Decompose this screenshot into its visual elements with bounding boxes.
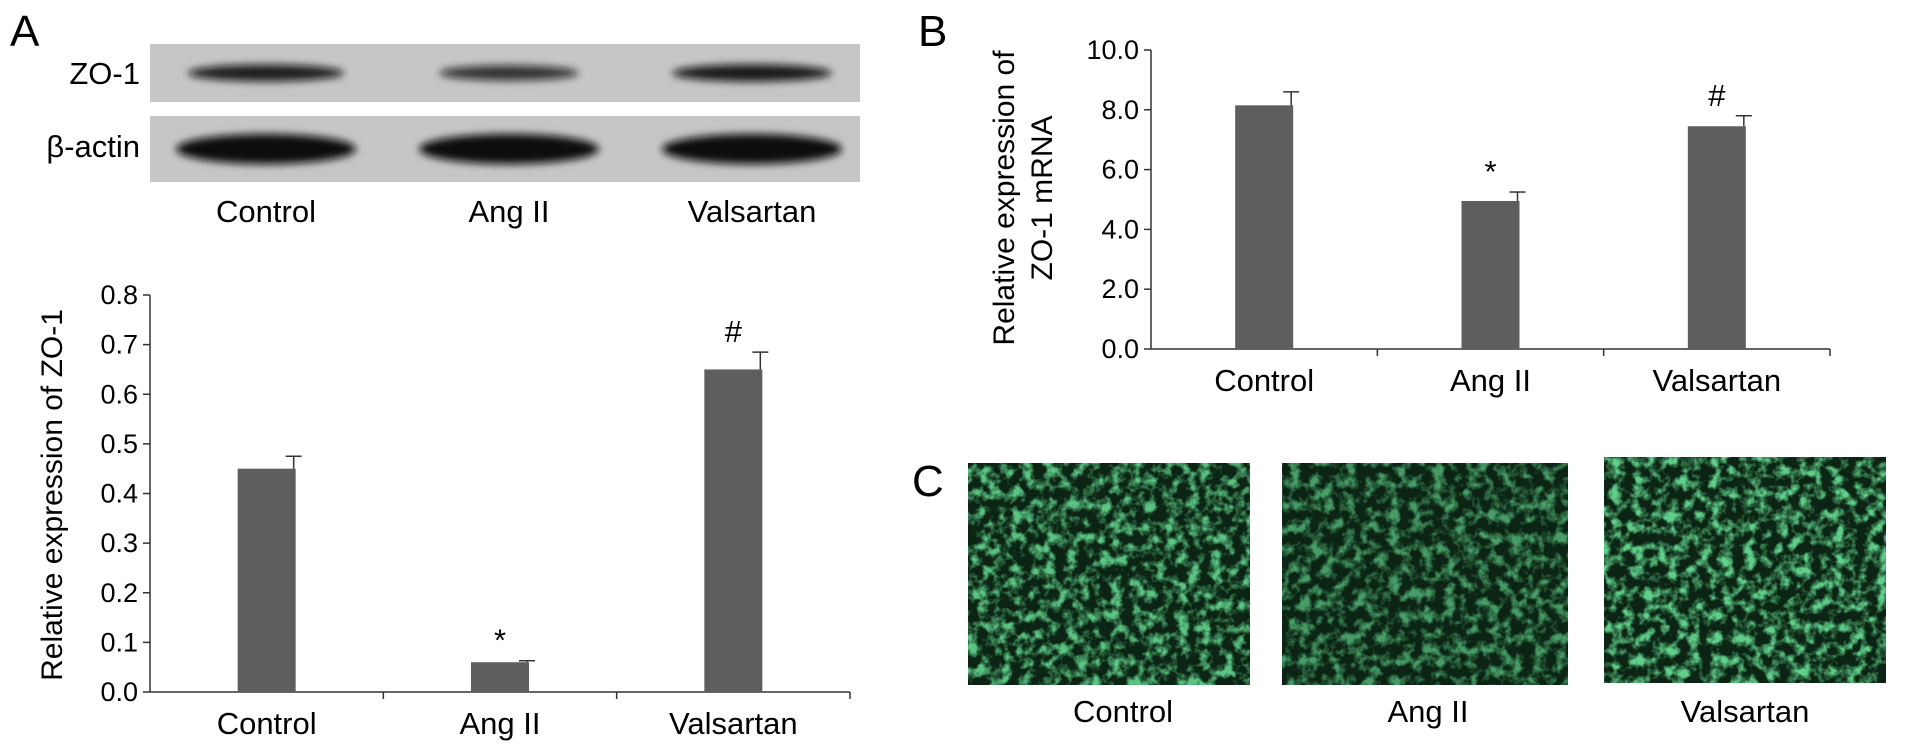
bar-chart-a: Relative expression of ZO-1 0.0 0.1 0.2 0.3… (36, 280, 851, 741)
micrograph-control (968, 463, 1250, 685)
y-tick-label-b: 0.0 (1101, 334, 1139, 364)
bar-a-valsartan (704, 369, 763, 692)
bar-chart-b: Relative expression of ZO-1 mRNA 0.0 2.0 4… (988, 35, 1831, 398)
micrograph-label-control: Control (1073, 694, 1173, 729)
blot-band-actin-2 (662, 134, 842, 164)
y-tick-label-a: 0.6 (100, 379, 138, 409)
x-tick-label-a: Control (217, 706, 317, 741)
y-tick-label-a: 0.5 (100, 429, 138, 459)
micrograph-ang-ii (1282, 463, 1568, 685)
x-tick-label-a: Valsartan (669, 706, 798, 741)
blot-lane-label-valsartan: Valsartan (688, 194, 817, 229)
y-tick-label-a: 0.4 (100, 479, 138, 509)
y-tick-label-b: 8.0 (1101, 95, 1139, 125)
x-tick-label-b: Ang II (1450, 363, 1531, 398)
micrograph-label-ang-ii: Ang II (1388, 694, 1469, 729)
micrograph-label-valsartan: Valsartan (1681, 694, 1810, 729)
bar-b-valsartan (1687, 126, 1746, 350)
x-tick-label-b: Valsartan (1652, 363, 1781, 398)
blot-band-actin-1 (419, 134, 599, 164)
bar-b-control (1235, 105, 1294, 349)
blot-band-actin-0 (176, 134, 356, 164)
y-tick-label-a: 0.7 (100, 330, 138, 360)
blot-lane-label-control: Control (216, 194, 316, 229)
panel-letter-c: C (912, 457, 944, 506)
x-tick-label-b: Control (1214, 363, 1314, 398)
y-tick-label-a: 0.3 (100, 528, 138, 558)
panel-letter-b: B (918, 7, 947, 56)
blot-row-label-zo1: ZO-1 (69, 56, 140, 91)
blot-band-zo1-1 (439, 65, 579, 81)
blot-row-label-actin: β-actin (46, 129, 140, 164)
significance-mark-a: # (725, 314, 743, 349)
significance-mark-b: * (1484, 154, 1496, 189)
y-axis-label-a: Relative expression of ZO-1 (36, 309, 69, 681)
y-tick-label-b: 4.0 (1101, 214, 1139, 244)
bar-b-ang-ii (1461, 200, 1520, 349)
blot-lane-label-ang-ii: Ang II (469, 194, 550, 229)
y-tick-label-b: 2.0 (1101, 274, 1139, 304)
micrograph-valsartan (1604, 457, 1886, 683)
significance-mark-b: # (1708, 78, 1726, 113)
y-axis-label-b-line-1: Relative expression of (988, 50, 1021, 346)
y-tick-label-b: 6.0 (1101, 155, 1139, 185)
panel-letter-a: A (10, 7, 40, 56)
bar-a-ang-ii (471, 662, 529, 692)
y-tick-label-b: 10.0 (1086, 35, 1139, 65)
y-tick-label-a: 0.8 (100, 280, 138, 310)
blot-band-zo1-2 (672, 64, 832, 82)
western-blot: ZO-1 β-actin Control Ang II Valsartan (46, 44, 860, 229)
blot-bands (176, 64, 842, 164)
x-tick-label-a: Ang II (460, 706, 541, 741)
significance-mark-a: * (494, 623, 506, 658)
bar-a-control (237, 468, 296, 692)
y-tick-label-a: 0.0 (100, 677, 138, 707)
y-axis-label-b-line-2: ZO-1 mRNA (1026, 116, 1059, 281)
blot-band-zo1-0 (187, 64, 345, 82)
y-tick-label-a: 0.2 (100, 578, 138, 608)
fluorescence-panel: Control Ang II Valsartan (968, 457, 1886, 729)
y-tick-label-a: 0.1 (100, 627, 138, 657)
